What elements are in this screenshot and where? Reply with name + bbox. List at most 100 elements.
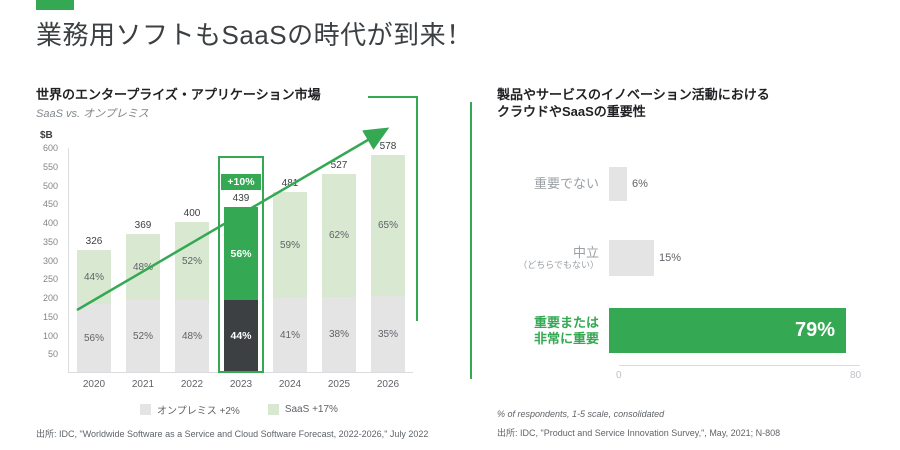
- segment-percent-label: 44%: [230, 330, 252, 342]
- survey-category-label: 中立 （どちらでもない）: [497, 245, 609, 271]
- x-axis-year-label: 2020: [82, 379, 106, 390]
- onpremise-segment: 44%: [224, 300, 258, 372]
- category-label-line: 重要または: [533, 314, 599, 330]
- category-label-line: 重要でない: [533, 176, 599, 192]
- enterprise-market-chart-panel: 世界のエンタープライズ・アプリケーション市場 SaaS vs. オンプレミス $…: [36, 86, 436, 426]
- y-tick-label: 250: [42, 274, 58, 285]
- right-chart-title-line2: クラウドやSaaSの重要性: [497, 104, 646, 119]
- stacked-bar-plot: 326 44% 56% 2020 369 48% 52% 2021 400 52% 48% 2022 +…: [68, 127, 413, 390]
- y-tick-label: 600: [42, 143, 58, 153]
- saas-segment: 48%: [126, 234, 160, 300]
- survey-bar-area: 79%: [609, 308, 877, 353]
- bar-total-label: 439: [232, 193, 250, 204]
- onpremise-swatch: [140, 404, 152, 415]
- bar-column-2026: 578 65% 35% 2026: [371, 141, 405, 390]
- y-tick-label: 50: [47, 349, 58, 360]
- saas-segment: 52%: [175, 222, 209, 300]
- survey-row-1: 中立 （どちらでもない） 15%: [497, 240, 877, 276]
- segment-percent-label: 52%: [181, 255, 202, 267]
- saas-segment: 56%: [224, 207, 258, 300]
- category-label-line: 中立: [572, 244, 599, 260]
- segment-percent-label: 48%: [181, 330, 202, 342]
- saas-swatch: [267, 404, 279, 415]
- bar-column-2020: 326 44% 56% 2020: [77, 148, 111, 390]
- y-tick-label: 100: [42, 330, 58, 341]
- onpremise-segment: 48%: [175, 300, 209, 372]
- segment-percent-label: 48%: [132, 261, 153, 273]
- legend: オンプレミス +2% SaaS +17%: [64, 402, 414, 417]
- left-chart-source: 出所: IDC, "Worldwide Software as a Servic…: [36, 429, 429, 439]
- x-axis-year-label: 2024: [278, 379, 302, 390]
- bar-total-label: 527: [330, 160, 348, 171]
- onpremise-segment: 52%: [126, 300, 160, 372]
- left-chart-subtitle: SaaS vs. オンプレミス: [36, 108, 149, 120]
- x-tick-0: 0: [616, 370, 622, 381]
- y-tick-label: 350: [42, 236, 58, 247]
- y-tick-label: 400: [42, 218, 58, 228]
- left-chart-title: 世界のエンタープライズ・アプリケーション市場: [36, 87, 321, 102]
- segment-percent-label: 56%: [230, 247, 252, 260]
- segment-percent-label: 44%: [83, 271, 104, 283]
- legend-item-saas: SaaS +17%: [267, 402, 338, 417]
- y-tick-label: 150: [42, 311, 58, 322]
- y-tick-label: 200: [42, 293, 58, 303]
- y-tick-label: 550: [42, 161, 58, 172]
- survey-row-2: 重要または 非常に重要 79%: [497, 308, 877, 353]
- bar-column-2025: 527 62% 38% 2025: [322, 148, 356, 390]
- bar-total-label: 400: [183, 208, 201, 219]
- survey-bar-1: [609, 240, 654, 276]
- y-tick-label: 500: [42, 180, 58, 191]
- x-axis-year-label: 2023: [229, 379, 253, 390]
- onpremise-segment: 41%: [273, 298, 307, 372]
- right-chart-bracket-decoration: [470, 102, 472, 379]
- segment-percent-label: 59%: [279, 239, 300, 251]
- survey-bar-area: 6%: [609, 167, 877, 201]
- highlight-growth-badge: +10%: [221, 174, 261, 190]
- segment-percent-label: 65%: [377, 220, 398, 231]
- segment-percent-label: 38%: [328, 329, 349, 340]
- left-chart-bracket-decoration: [368, 96, 418, 321]
- saas-segment: 59%: [273, 192, 307, 298]
- segment-percent-label: 56%: [83, 332, 104, 344]
- right-chart-source: 出所: IDC, "Product and Service Innovation…: [497, 428, 781, 438]
- onpremise-segment: 56%: [77, 304, 111, 372]
- survey-row-0: 重要でない 6%: [497, 167, 877, 201]
- right-chart-title-line1: 製品やサービスのイノベーション活動における: [497, 87, 770, 102]
- category-label-line: （どちらでもない）: [518, 260, 599, 271]
- x-axis-year-label: 2026: [376, 379, 400, 390]
- segment-percent-label: 62%: [328, 230, 349, 241]
- horizontal-bars-container: 重要でない 6% 中立 （どちらでもない） 15% 重要または 非常に重要 79%: [497, 86, 877, 366]
- x-tick-80: 80: [850, 370, 862, 381]
- bars-container: 326 44% 56% 2020 369 48% 52% 2021 400 52% 48% 2022 +…: [69, 141, 413, 390]
- x-axis-year-label: 2025: [327, 379, 351, 390]
- y-tick-label: 450: [42, 199, 58, 210]
- bar-total-label: 369: [134, 220, 152, 231]
- legend-item-onpremise: オンプレミス +2%: [140, 402, 240, 417]
- importance-survey-chart-panel: 製品やサービスのイノベーション活動における クラウドやSaaSの重要性 重要でな…: [497, 86, 877, 386]
- right-chart-note: % of respondents, 1-5 scale, consolidate…: [497, 409, 665, 419]
- bar-column-2024: 481 59% 41% 2024: [273, 148, 307, 390]
- segment-percent-label: 52%: [132, 330, 153, 342]
- title-accent-bar: [36, 0, 74, 10]
- bar-total-label: 578: [379, 141, 397, 152]
- y-tick-label: 300: [42, 255, 58, 266]
- segment-percent-label: 41%: [279, 329, 300, 341]
- x-axis-year-label: 2021: [131, 379, 155, 390]
- bar-column-2023: +10% 439 56% 44% 2023: [221, 148, 261, 390]
- category-label-line: 非常に重要: [533, 330, 599, 346]
- survey-value-label: 15%: [659, 252, 682, 264]
- segment-percent-label: 35%: [377, 328, 398, 340]
- saas-segment: 62%: [322, 174, 356, 297]
- bar-total-label: 326: [85, 236, 103, 247]
- onpremise-segment: 35%: [371, 296, 405, 372]
- survey-value-label: 79%: [794, 319, 835, 341]
- legend-label-saas: SaaS +17%: [284, 404, 338, 415]
- survey-bar-area: 15%: [609, 240, 877, 276]
- survey-bar-0: [609, 167, 627, 201]
- bar-column-2022: 400 52% 48% 2022: [175, 148, 209, 390]
- page-title: 業務用ソフトもSaaSの時代が到来！: [36, 20, 473, 50]
- survey-category-label: 重要または 非常に重要: [497, 315, 609, 346]
- survey-bar-2: 79%: [609, 308, 846, 353]
- legend-label-onpremise: オンプレミス +2%: [157, 406, 240, 417]
